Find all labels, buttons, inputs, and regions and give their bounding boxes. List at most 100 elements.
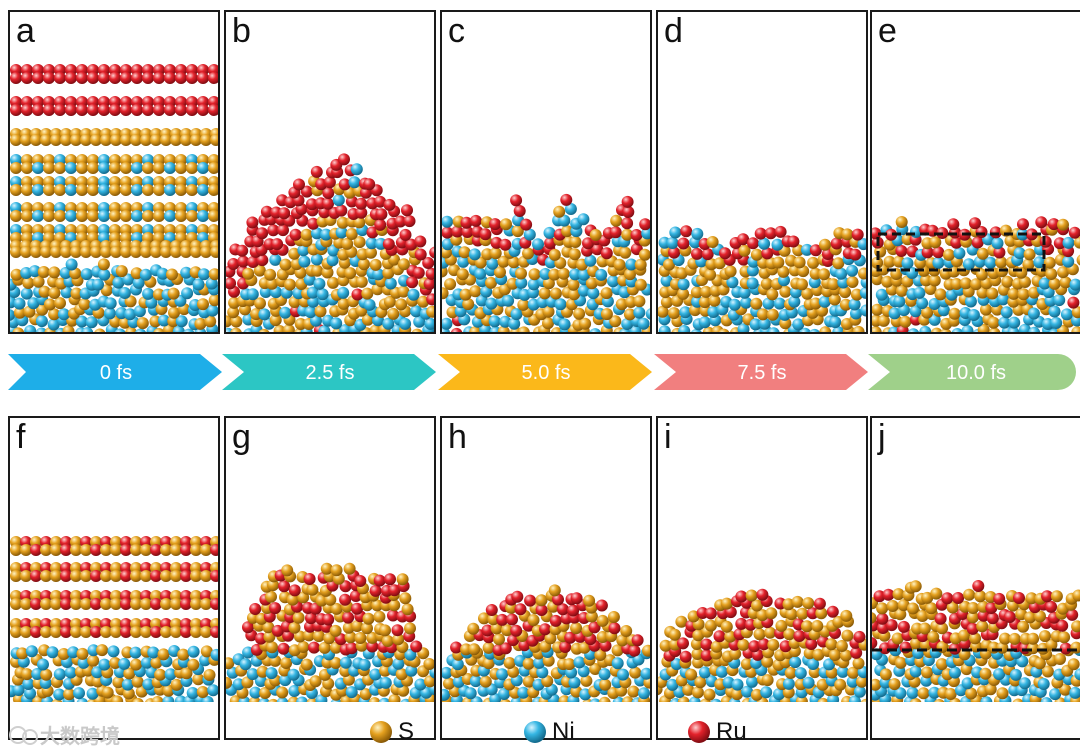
S-atom (87, 654, 100, 667)
S-atom (816, 678, 829, 691)
Ru-atom (442, 226, 454, 239)
Ni-atom (762, 297, 775, 310)
panel-label: j (878, 418, 886, 456)
S-atom (1017, 288, 1030, 301)
Ni-atom (53, 688, 66, 701)
S-atom (872, 678, 882, 691)
Ni-atom (318, 325, 331, 332)
timeline-label: 2.5 fs (306, 362, 355, 384)
Ni-atom (164, 668, 177, 681)
S-atom (550, 327, 563, 332)
panel-label: f (16, 418, 26, 456)
S-atom (210, 246, 218, 258)
S-atom (621, 228, 634, 241)
S-atom (497, 255, 510, 268)
Ni-atom (835, 267, 848, 280)
S-atom (642, 644, 650, 657)
Ni-atom (307, 295, 320, 308)
S-atom (690, 638, 703, 650)
S-atom (160, 246, 172, 258)
S-atom (561, 225, 574, 238)
S-atom (80, 134, 92, 146)
panel-label: g (232, 418, 251, 456)
S-atom (395, 668, 408, 681)
S-atom (987, 316, 1000, 329)
S-atom (936, 622, 949, 635)
Ru-atom (677, 637, 689, 650)
Ni-atom (584, 254, 597, 267)
S-atom (761, 655, 774, 668)
Ni-atom (142, 678, 155, 691)
S-atom (691, 648, 704, 660)
Ni-atom (303, 273, 316, 286)
Ru-atom (507, 634, 520, 647)
S-atom (10, 162, 22, 174)
Ni-atom (358, 658, 371, 671)
Ru-atom (153, 72, 165, 84)
Ni-atom (239, 658, 252, 671)
Ni-atom (131, 162, 143, 174)
Ni-atom (379, 676, 392, 689)
Ni-atom (405, 664, 418, 677)
Ni-atom (258, 308, 271, 321)
Ni-atom (893, 295, 906, 308)
Ru-atom (54, 104, 66, 116)
S-atom (190, 246, 202, 258)
S-atom (358, 258, 370, 271)
Ni-atom (474, 267, 487, 280)
Ru-atom (691, 247, 703, 260)
S-atom (40, 134, 52, 146)
Ni-atom (158, 314, 170, 327)
Ni-atom (758, 317, 771, 330)
Ni-atom (595, 268, 608, 281)
S-atom (858, 267, 866, 280)
Ru-atom (355, 197, 368, 210)
Ru-atom (237, 255, 250, 268)
S-atom (548, 268, 561, 281)
Ni-atom (181, 287, 194, 300)
Ni-atom (894, 687, 907, 700)
S-atom (1057, 266, 1070, 279)
S-atom (424, 675, 434, 688)
Ru-atom (737, 233, 750, 246)
Ni-atom (666, 237, 679, 249)
S-atom (362, 612, 375, 625)
Ru-atom (142, 72, 154, 84)
Ni-atom (180, 266, 193, 279)
Ru-atom (338, 153, 350, 166)
Ru-atom (950, 236, 963, 249)
S-atom (180, 667, 193, 680)
Ni-atom (853, 685, 866, 698)
S-atom (96, 644, 109, 657)
S-atom (122, 687, 135, 700)
S-atom (345, 228, 358, 240)
Ru-atom (872, 637, 878, 650)
S-atom (388, 599, 401, 612)
Ni-atom (64, 666, 77, 679)
Ru-atom (32, 104, 44, 116)
S-atom (329, 624, 342, 637)
Ru-atom (535, 604, 548, 616)
Ru-atom (150, 570, 162, 582)
S-atom (170, 598, 182, 610)
Ni-atom (1028, 326, 1041, 332)
S-atom (152, 288, 165, 301)
panel-b: b (224, 10, 436, 334)
S-atom (643, 676, 650, 689)
Ni-atom (875, 288, 888, 301)
S-atom (63, 688, 76, 701)
Ni-atom (625, 258, 638, 271)
Ni-atom (75, 315, 88, 328)
Ru-atom (391, 624, 404, 637)
S-atom (840, 649, 852, 662)
S-atom (580, 674, 593, 687)
S-atom (20, 246, 32, 258)
S-atom (443, 677, 455, 690)
Ni-atom (823, 658, 836, 671)
S-atom (589, 229, 602, 241)
S-atom (263, 630, 276, 643)
S-atom (506, 277, 519, 290)
Ru-atom (700, 638, 713, 651)
legend-Ni: Ni (522, 718, 575, 746)
S-atom (825, 638, 838, 651)
